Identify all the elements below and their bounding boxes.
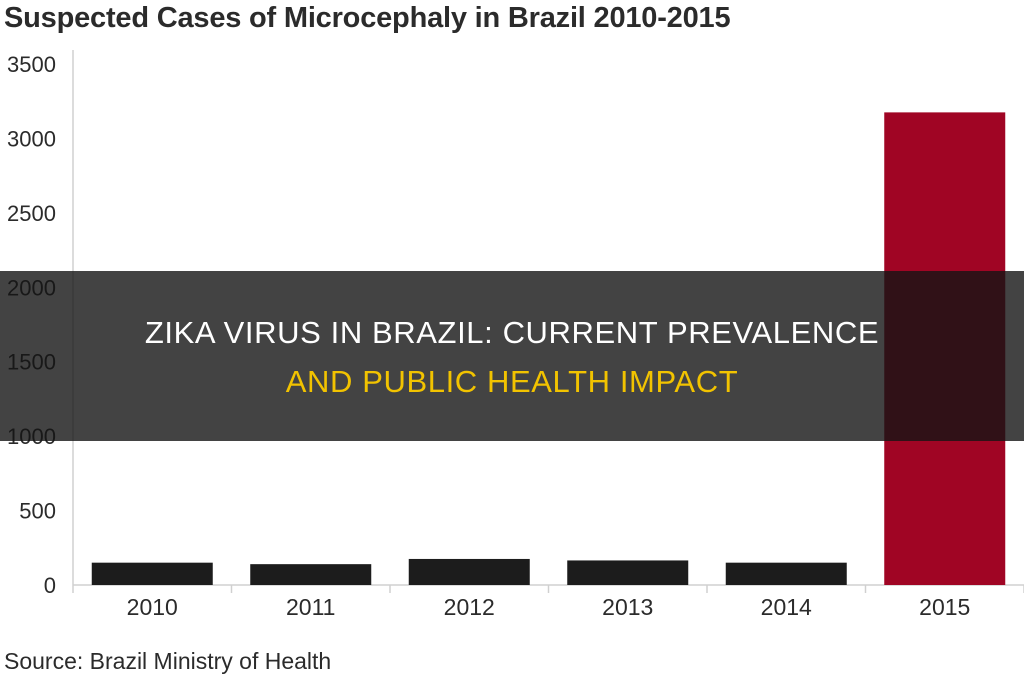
bar-2014	[725, 562, 847, 585]
y-tick-label: 3500	[7, 52, 56, 77]
y-tick-label: 3000	[7, 126, 56, 151]
bar-2013	[567, 560, 689, 585]
x-tick-labels: 2010 2011 2012 2013 2014 2015	[127, 594, 971, 620]
x-tick-label: 2010	[127, 594, 178, 620]
x-tick-label: 2014	[761, 594, 812, 620]
chart-title: Suspected Cases of Microcephaly in Brazi…	[4, 2, 731, 34]
x-tick-label: 2012	[444, 594, 495, 620]
x-tick-label: 2013	[602, 594, 653, 620]
x-axis	[72, 584, 1024, 593]
bar-2012	[408, 558, 530, 585]
overlay-headline-line-2: AND PUBLIC HEALTH IMPACT	[285, 364, 739, 399]
bar-2011	[250, 564, 372, 585]
y-tick-label: 0	[44, 573, 56, 598]
title-overlay-band	[0, 271, 1024, 441]
bar-2010	[91, 562, 213, 585]
x-tick-label: 2011	[286, 594, 335, 620]
y-tick-label: 2500	[7, 201, 56, 226]
x-tick-label: 2015	[919, 594, 970, 620]
source-note: Source: Brazil Ministry of Health	[4, 648, 332, 674]
y-tick-label: 500	[19, 499, 56, 524]
overlay-headline-line-1: ZIKA VIRUS IN BRAZIL: CURRENT PREVALENCE	[144, 315, 880, 350]
